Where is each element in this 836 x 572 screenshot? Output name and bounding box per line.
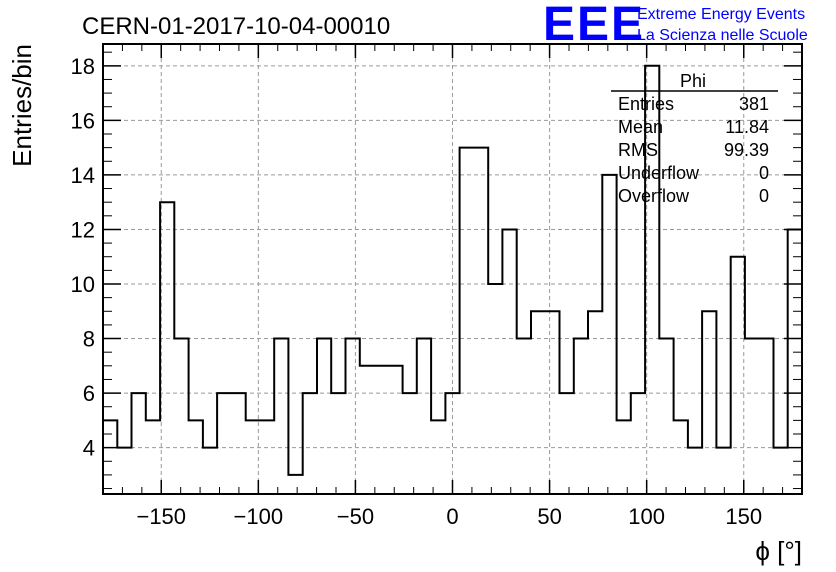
stats-overflow-label: Overflow xyxy=(618,186,690,206)
stats-underflow-label: Underflow xyxy=(618,163,700,183)
y-axis-title: Entries/bin xyxy=(7,44,37,167)
plot-frame xyxy=(102,43,803,495)
x-tick-label: −150 xyxy=(136,504,186,529)
stats-rms-label: RMS xyxy=(618,140,658,160)
y-tick-label: 12 xyxy=(71,217,95,242)
stats-rms-value: 99.39 xyxy=(724,140,769,160)
histogram-outline xyxy=(103,64,802,476)
y-tick-label: 4 xyxy=(83,436,95,461)
stats-box: Phi Entries 381 Mean 11.84 RMS 99.39 Und… xyxy=(611,71,778,206)
grid xyxy=(103,44,802,494)
x-axis-ticks xyxy=(102,44,803,494)
x-tick-label: −100 xyxy=(234,504,284,529)
y-tick-label: 10 xyxy=(71,272,95,297)
x-tick-label: 50 xyxy=(537,504,561,529)
chart-title: CERN-01-2017-10-04-00010 xyxy=(82,13,390,40)
stats-entries-value: 381 xyxy=(739,94,769,114)
x-tick-label: 150 xyxy=(725,504,762,529)
y-tick-label: 8 xyxy=(83,327,95,352)
stats-mean-value: 11.84 xyxy=(725,117,769,137)
x-tick-labels: −150 −100 −50 0 50 100 150 xyxy=(136,504,762,529)
eee-logo: EEE Extreme Energy Events La Scienza nel… xyxy=(543,0,808,51)
y-tick-label: 16 xyxy=(71,108,95,133)
stats-box-name: Phi xyxy=(680,71,706,91)
y-tick-label: 18 xyxy=(71,54,95,79)
stats-underflow-value: 0 xyxy=(759,163,769,183)
y-tick-label: 14 xyxy=(71,163,95,188)
x-tick-label: 100 xyxy=(628,504,665,529)
stats-overflow-value: 0 xyxy=(759,186,769,206)
x-tick-label: 0 xyxy=(446,504,458,529)
logo-line-2: La Scienza nelle Scuole xyxy=(637,27,808,44)
stats-entries-label: Entries xyxy=(618,94,674,114)
x-tick-label: −50 xyxy=(337,504,374,529)
x-axis-title: ϕ [°] xyxy=(755,536,802,566)
logo-letters: EEE xyxy=(543,0,645,51)
stats-mean-label: Mean xyxy=(618,117,663,137)
y-tick-labels: 4 6 8 10 12 14 16 18 xyxy=(71,54,95,461)
logo-line-1: Extreme Energy Events xyxy=(637,6,805,23)
y-tick-label: 6 xyxy=(83,381,95,406)
